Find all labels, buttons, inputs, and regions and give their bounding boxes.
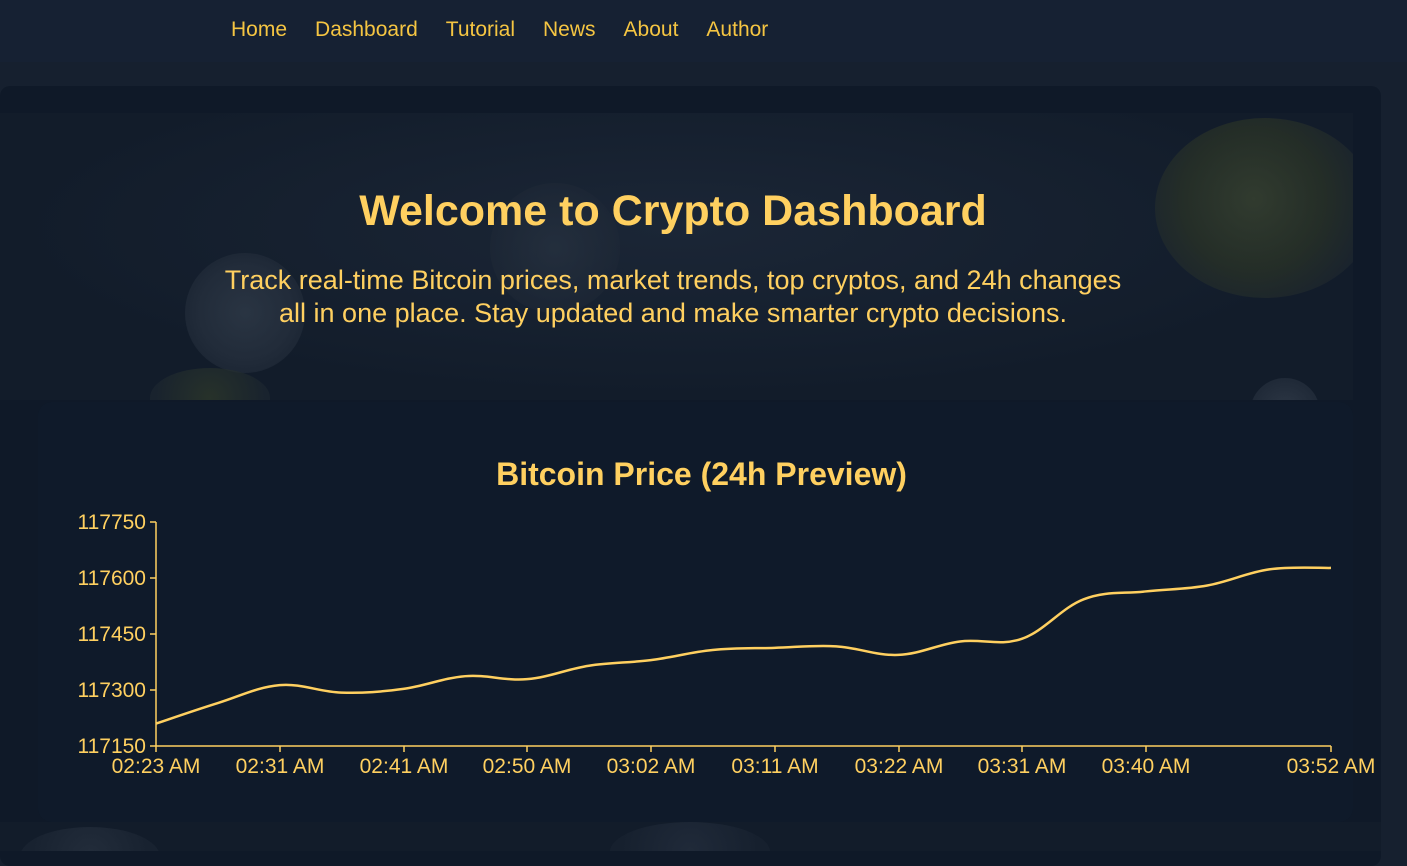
hero-title: Welcome to Crypto Dashboard [359,187,987,235]
coin-decoration-icon [150,368,270,400]
hero-subtitle: Track real-time Bitcoin prices, market t… [0,264,1346,330]
coin-decoration-icon [20,827,160,851]
nav-home-link[interactable]: Home [231,18,288,41]
coin-decoration-icon [1250,378,1320,400]
coin-decoration-icon [610,822,770,851]
coin-decoration-icon [185,253,305,373]
nav-author-link[interactable]: Author [706,18,769,41]
nav-about-link[interactable]: About [623,18,679,41]
hero-subtitle-line-2: all in one place. Stay updated and make … [279,298,1067,328]
coin-decoration-icon [490,183,620,313]
hero-subtitle-line-1: Track real-time Bitcoin prices, market t… [224,265,1122,295]
top-nav: Home Dashboard Tutorial News About Autho… [0,0,1407,62]
nav-tutorial-link[interactable]: Tutorial [445,18,516,41]
chart-title: Bitcoin Price (24h Preview) [496,456,907,492]
nav-links: Home Dashboard Tutorial News About Autho… [231,17,796,43]
hero-banner [0,113,1353,400]
nav-news-link[interactable]: News [543,18,596,41]
coin-decoration-icon [1155,118,1353,298]
nav-dashboard-link[interactable]: Dashboard [315,18,418,41]
bottom-background-strip [0,822,1381,851]
